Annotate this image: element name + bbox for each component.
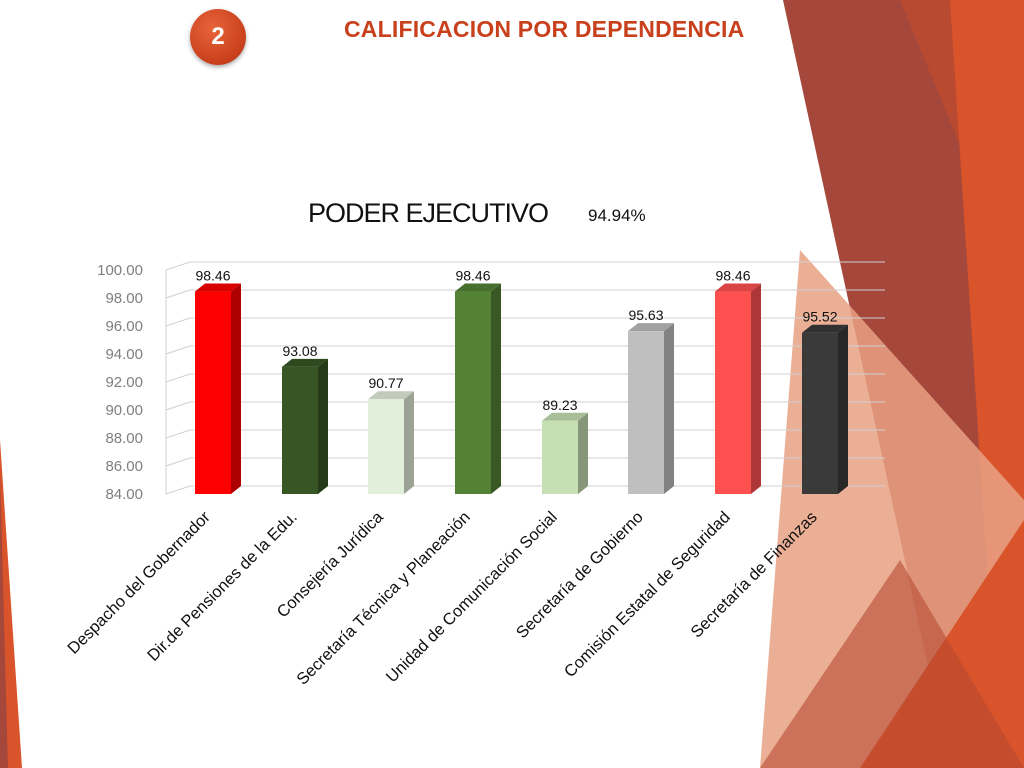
y-tick-label: 96.00 — [105, 318, 143, 335]
y-tick-label: 98.00 — [105, 290, 143, 307]
bar-side — [318, 358, 328, 494]
bar-top — [802, 324, 848, 333]
bar-top — [368, 391, 414, 400]
y-tick-label: 88.00 — [105, 430, 143, 447]
gridline — [165, 457, 885, 467]
bar-top — [628, 323, 674, 332]
gridline — [165, 317, 885, 327]
bar-side — [751, 283, 761, 494]
bar — [628, 331, 664, 494]
x-tick-label: Despacho del Gobernador — [64, 508, 214, 658]
x-tick-label: Unidad de Comunicación Social — [383, 508, 561, 686]
gridline — [165, 345, 885, 355]
bar — [542, 420, 578, 494]
bar-side — [664, 323, 674, 494]
decor-shape — [0, 470, 8, 768]
bar-side — [578, 412, 588, 494]
decor-shape — [760, 560, 1024, 768]
bar — [195, 291, 231, 494]
data-label: 98.46 — [195, 268, 230, 284]
bar-side — [404, 391, 414, 494]
y-tick-label: 100.00 — [97, 262, 143, 279]
gridline — [165, 289, 885, 299]
gridline — [165, 485, 885, 495]
bar — [282, 366, 318, 494]
bar — [715, 291, 751, 494]
bar-top — [282, 358, 328, 367]
y-tick-label: 94.00 — [105, 346, 143, 363]
slide-title: CALIFICACION POR DEPENDENCIA — [344, 16, 745, 42]
gridline — [165, 261, 885, 271]
bar-top — [542, 412, 588, 421]
y-tick-label: 90.00 — [105, 402, 143, 419]
data-label: 95.52 — [802, 309, 837, 325]
gridline — [165, 429, 885, 439]
x-tick-label: Secretaría Técnica y Planeación — [293, 508, 473, 688]
bar-side — [491, 283, 501, 494]
bar-side — [231, 283, 241, 494]
x-tick-label: Dir.de Pensiones de la Edu. — [144, 508, 301, 665]
data-label: 93.08 — [282, 343, 317, 359]
bar-top — [195, 283, 241, 292]
y-tick-label: 92.00 — [105, 374, 143, 391]
y-tick-label: 86.00 — [105, 458, 143, 475]
bar — [368, 399, 404, 494]
bar-top — [455, 283, 501, 292]
chart-title: PODER EJECUTIVO — [308, 198, 549, 228]
x-tick-label: Comisión Estatal de Seguridad — [561, 508, 734, 681]
gridline — [165, 401, 885, 411]
data-label: 89.23 — [542, 397, 577, 413]
data-label: 98.46 — [715, 268, 750, 284]
bar-top — [715, 283, 761, 292]
data-label: 95.63 — [628, 307, 663, 323]
bar — [455, 291, 491, 494]
y-tick-label: 84.00 — [105, 486, 143, 503]
data-label: 90.77 — [368, 375, 403, 391]
chart-subtitle: 94.94% — [588, 206, 646, 225]
gridline — [165, 373, 885, 383]
bar — [802, 332, 838, 494]
bar-side — [838, 324, 848, 494]
slide-number-badge: 2 — [190, 9, 246, 65]
data-label: 98.46 — [455, 268, 490, 284]
